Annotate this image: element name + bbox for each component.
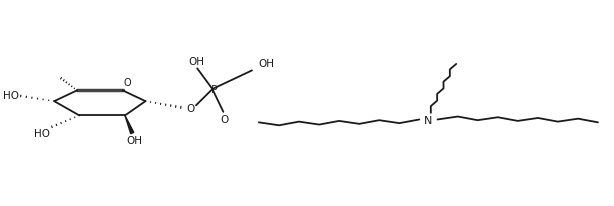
Text: OH: OH <box>188 57 204 67</box>
Text: OH: OH <box>126 135 142 145</box>
Text: P: P <box>211 85 217 95</box>
Text: N: N <box>424 116 433 125</box>
Text: OH: OH <box>258 59 274 69</box>
Text: O: O <box>123 78 131 88</box>
Text: O: O <box>220 114 228 124</box>
Text: HO: HO <box>3 90 19 101</box>
Text: HO: HO <box>34 129 50 139</box>
Polygon shape <box>125 116 134 134</box>
Text: O: O <box>187 104 195 114</box>
